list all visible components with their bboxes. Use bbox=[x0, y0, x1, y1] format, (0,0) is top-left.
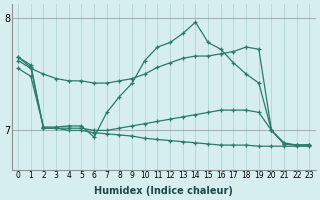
X-axis label: Humidex (Indice chaleur): Humidex (Indice chaleur) bbox=[94, 186, 233, 196]
